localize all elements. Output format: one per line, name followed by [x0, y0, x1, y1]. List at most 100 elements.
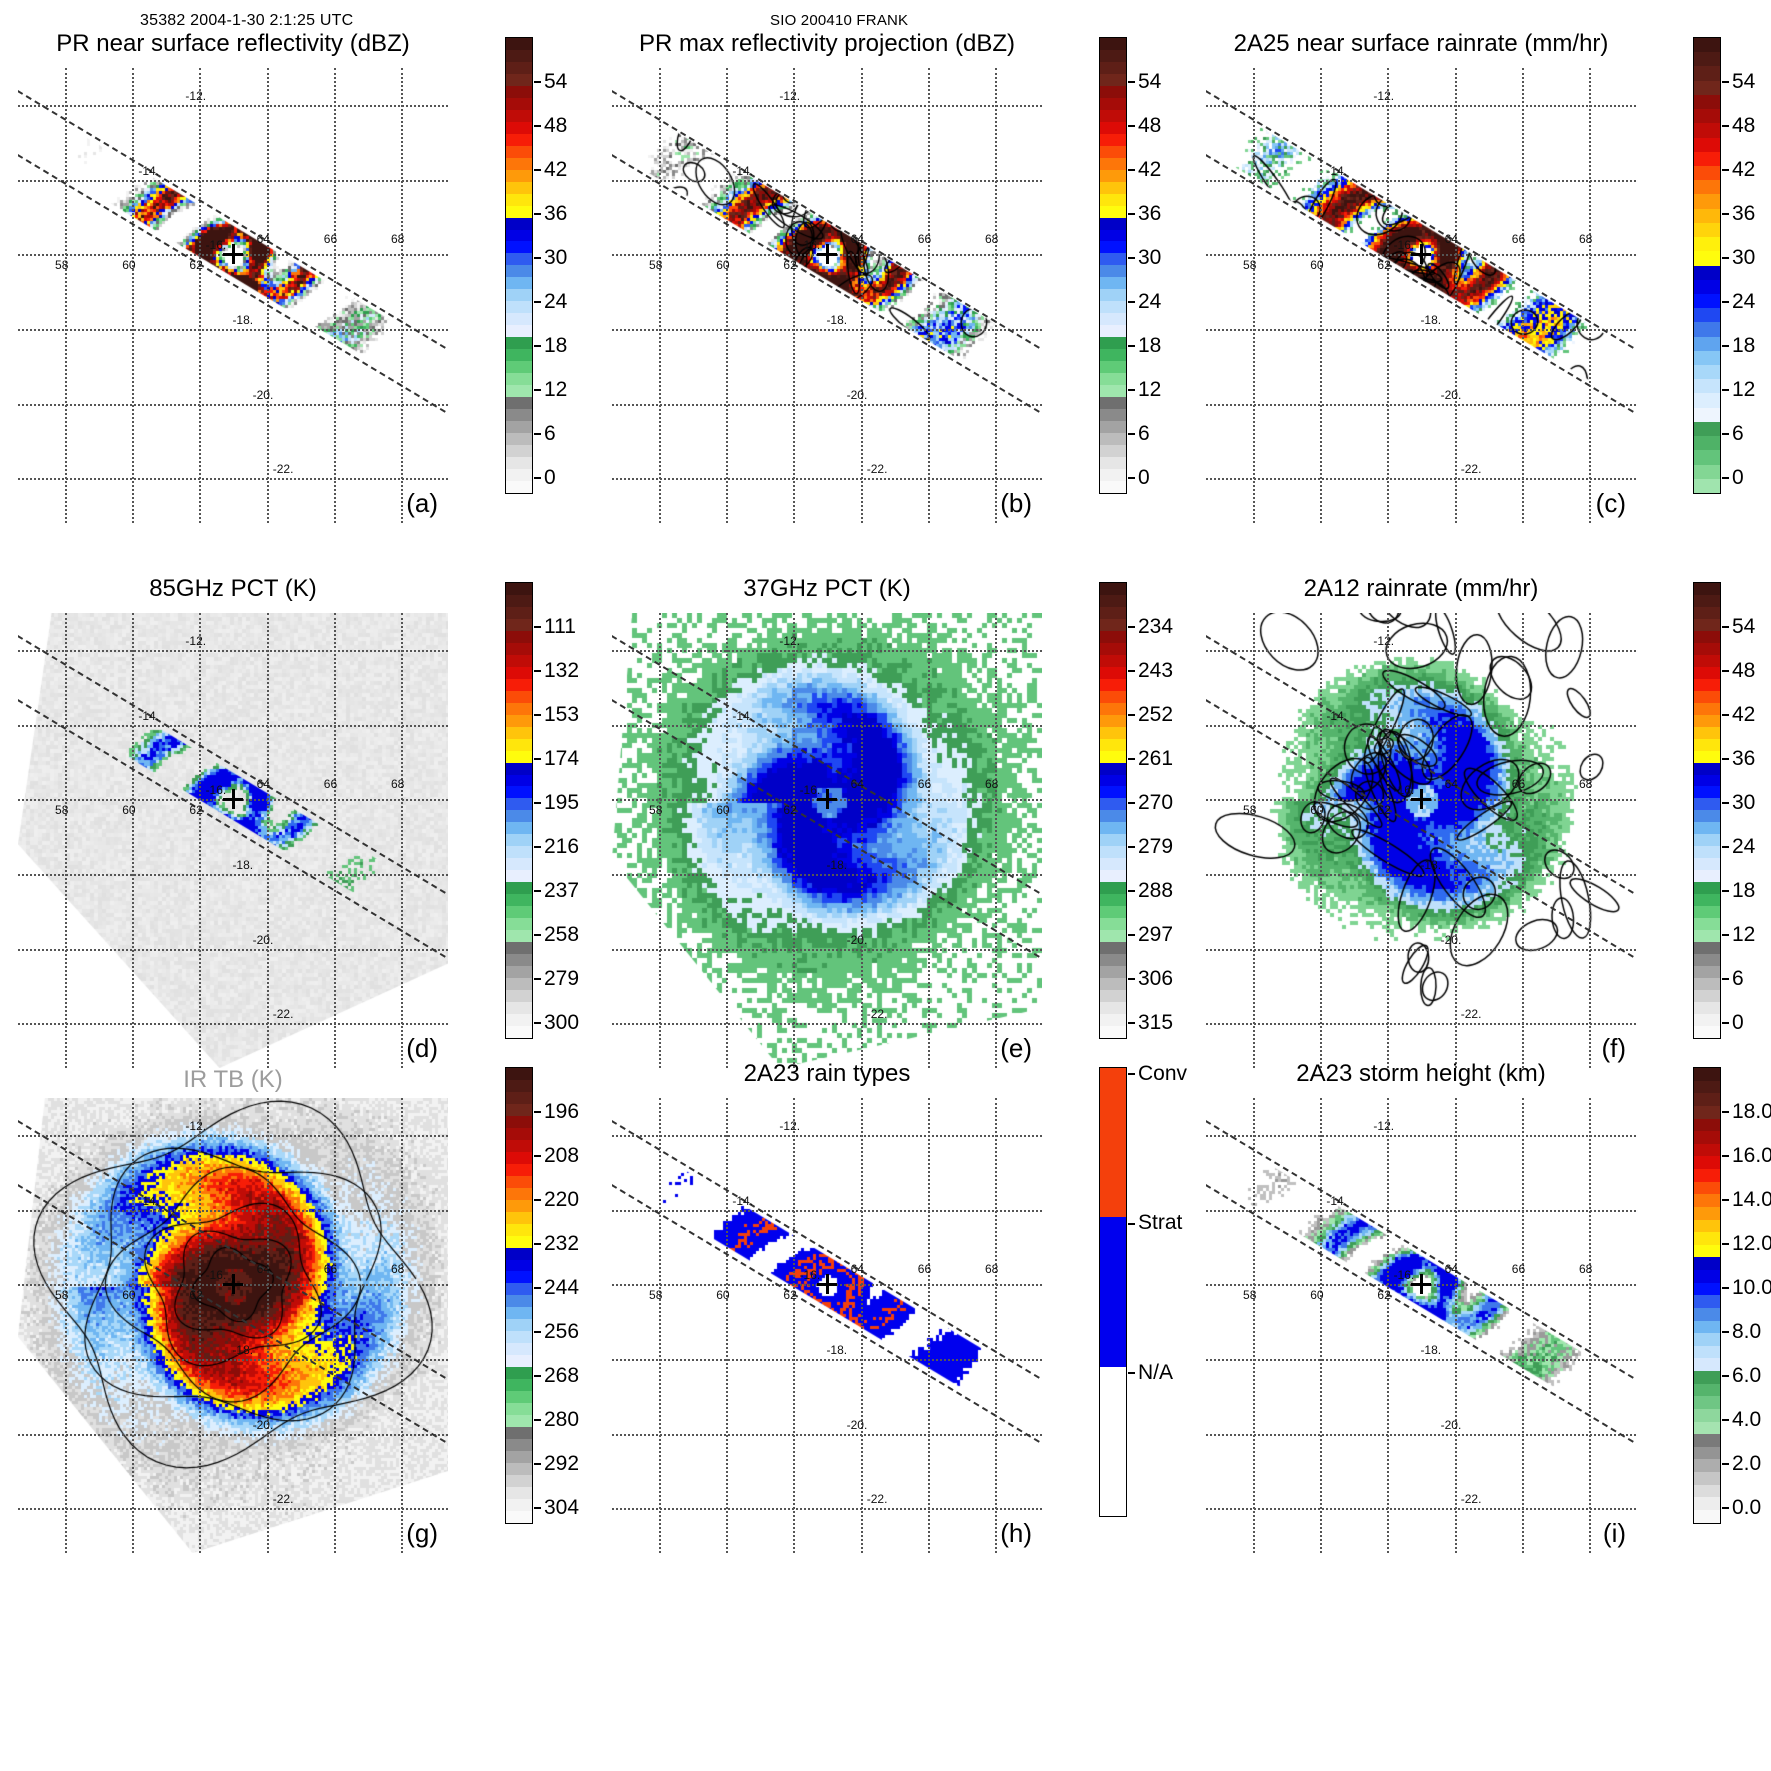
- gridline-longitude: [132, 613, 135, 1068]
- latitude-label: -12.: [779, 1119, 801, 1134]
- colorbar-segment: [506, 618, 532, 631]
- colorbar-tick-label: 6.0: [1732, 1363, 1762, 1387]
- colorbar-segment: [506, 738, 532, 751]
- colorbar-tick-label: 0.0: [1732, 1495, 1762, 1519]
- colorbar-tick-label: 14.0: [1732, 1187, 1771, 1211]
- gridline-longitude: [994, 1098, 997, 1553]
- longitude-label: 58: [55, 1287, 69, 1302]
- longitude-label: 60: [1310, 1287, 1324, 1302]
- gridline-latitude: [18, 105, 448, 108]
- gridline-longitude: [1387, 68, 1390, 523]
- latitude-label: -16.: [1393, 238, 1415, 253]
- panel-label-c: (c): [1595, 488, 1626, 518]
- panel-f: 2A12 rainrate (mm/hr) -12. -14. -16. -18. -20…: [1206, 575, 1766, 1105]
- colorbar-segment: [1694, 583, 1720, 595]
- colorbar-segment: [506, 1068, 532, 1080]
- colorbar-tick-label: 244: [544, 1275, 580, 1299]
- longitude-label: 60: [1310, 257, 1324, 272]
- gridline-longitude: [927, 68, 930, 523]
- colorbar-segment: [506, 918, 532, 931]
- gridline-latitude: [612, 1135, 1042, 1138]
- gridline-latitude: [1206, 1433, 1636, 1436]
- colorbar-segment: [1100, 456, 1126, 469]
- latitude-label: -22.: [1460, 1007, 1482, 1022]
- gridline-latitude: [1206, 179, 1636, 182]
- gridline-latitude: [612, 1209, 1042, 1212]
- colorbar-segment: [1694, 1068, 1720, 1081]
- gridline-latitude: [18, 1433, 448, 1436]
- colorbar-segment: [506, 977, 532, 990]
- colorbar-segment: [1694, 365, 1720, 380]
- colorbar-segment: [506, 181, 532, 194]
- gridline-latitude: [612, 1023, 1042, 1026]
- gridline-longitude: [1387, 613, 1390, 1068]
- longitude-label: 64: [1444, 231, 1458, 246]
- panel-a: PR near surface reflectivity (dBZ) -12. -1…: [18, 30, 578, 560]
- colorbar-segment: [1694, 1257, 1720, 1270]
- latitude-label: -22.: [1460, 1492, 1482, 1507]
- colorbar-segment: [506, 1474, 532, 1487]
- gridline-latitude: [18, 1209, 448, 1212]
- colorbar-segment: [506, 301, 532, 314]
- gridline-latitude: [1206, 1209, 1636, 1212]
- colorbar-tick-label: 174: [544, 746, 580, 770]
- colorbar-segment: [1100, 361, 1126, 374]
- colorbar-segment: [1100, 906, 1126, 919]
- colorbar-segment: [506, 409, 532, 421]
- gridline-longitude: [266, 68, 269, 523]
- colorbar-segment: [1100, 678, 1126, 691]
- colorbar-segment: [1694, 436, 1720, 451]
- colorbar-segment: [1694, 1118, 1720, 1132]
- colorbar-segment: [1694, 1219, 1720, 1233]
- colorbar-segment: [1100, 989, 1126, 1002]
- longitude-label: 68: [1578, 1261, 1593, 1276]
- gridline-latitude: [612, 1508, 1042, 1511]
- colorbar-segment-conv: [1100, 1068, 1126, 1218]
- longitude-label: 58: [649, 257, 663, 272]
- colorbar-segment: [1694, 308, 1720, 323]
- latitude-label: -20.: [846, 1417, 868, 1432]
- gridline-longitude: [333, 1098, 336, 1553]
- gridline-latitude: [18, 179, 448, 182]
- colorbar-tick-label: 30: [544, 245, 568, 269]
- longitude-label: 66: [1511, 776, 1526, 791]
- gridline-longitude: [1454, 68, 1457, 523]
- colorbar-segment: [1694, 38, 1720, 53]
- colorbar-segment: [1100, 277, 1126, 290]
- gridline-latitude: [612, 948, 1042, 951]
- longitude-label: 66: [323, 776, 338, 791]
- latitude-label: -18.: [1420, 1343, 1442, 1358]
- colorbar-segment: [1694, 989, 1720, 1002]
- colorbar-segment: [506, 583, 532, 595]
- longitude-label: 58: [55, 802, 69, 817]
- colorbar-segment: [506, 193, 532, 206]
- colorbar-tick-label: 300: [544, 1010, 580, 1034]
- gridline-latitude: [612, 105, 1042, 108]
- colorbar-segment: [506, 325, 532, 338]
- colorbar-segment: [1694, 798, 1720, 811]
- colorbar-segment: [1694, 1371, 1720, 1384]
- gridline-longitude: [860, 68, 863, 523]
- colorbar-tick-label: 36: [544, 201, 568, 225]
- colorbar-segment: [1100, 834, 1126, 847]
- colorbar-segment: [1694, 180, 1720, 195]
- storm-center-marker: [1411, 789, 1431, 810]
- longitude-label: 68: [984, 776, 999, 791]
- latitude-label: -14.: [1326, 1193, 1348, 1208]
- colorbar-segment: [506, 810, 532, 823]
- latitude-label: -18.: [826, 313, 848, 328]
- gridline-longitude: [132, 68, 135, 523]
- longitude-label: 68: [1578, 231, 1593, 246]
- longitude-label: 60: [1310, 802, 1324, 817]
- colorbar-segment: [1100, 954, 1126, 966]
- colorbar-tick-label: 42: [1732, 702, 1756, 726]
- longitude-label: 64: [256, 1261, 270, 1276]
- data-layer-g: [18, 1098, 448, 1553]
- colorbar-segment: [1694, 882, 1720, 895]
- colorbar-b: [1099, 37, 1127, 494]
- colorbar-segment: [1694, 1307, 1720, 1321]
- panel-label-f: (f): [1601, 1033, 1626, 1063]
- colorbar-segment: [506, 1486, 532, 1499]
- colorbar-tick-label: 279: [544, 966, 580, 990]
